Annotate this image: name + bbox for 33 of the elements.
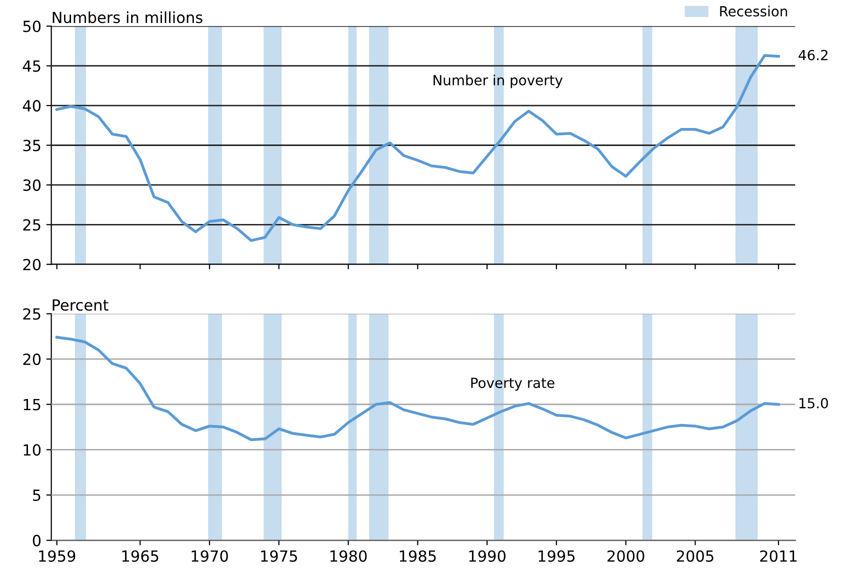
x-tick-label: 1990 [469, 550, 506, 562]
y-tick-label: 30 [23, 179, 41, 191]
y-tick-label: 5 [33, 490, 40, 502]
y-tick-label: 15 [24, 399, 40, 410]
x-tick-label: 2011 [760, 550, 797, 562]
x-tick-label: 1975 [261, 550, 297, 562]
y-tick-label: 20 [23, 354, 41, 366]
y-axis-title: Numbers in millions [52, 11, 202, 24]
x-tick-label: 1970 [192, 550, 228, 562]
annotation: Number in poverty [434, 74, 563, 88]
x-tick-label: 1965 [122, 550, 158, 562]
y-tick-label: 0 [32, 534, 41, 546]
annotation: Poverty rate [471, 378, 554, 391]
x-tick-label: 2005 [676, 550, 714, 562]
y-tick-label: 35 [23, 140, 40, 152]
x-tick-label: 2000 [608, 550, 644, 562]
x-tick-label: 1985 [400, 550, 436, 562]
x-tick-label: 1980 [330, 550, 367, 562]
line-series [55, 336, 780, 442]
y-tick-label: 45 [22, 60, 40, 72]
y-tick-label: 25 [23, 308, 40, 320]
y-tick-label: 10 [24, 444, 41, 456]
line-series [55, 54, 780, 242]
y-tick-label: 40 [22, 100, 41, 112]
x-tick-label: 1959 [39, 550, 76, 562]
y-axis-title: Percent [52, 299, 108, 311]
y-tick-label: 20 [23, 258, 41, 270]
annotation: 46.2 [798, 50, 828, 60]
annotation: 15.0 [799, 398, 828, 408]
y-tick-label: 50 [23, 20, 41, 32]
y-tick-label: 25 [23, 219, 40, 231]
legend-label: Recession [720, 6, 788, 17]
x-tick-label: 1995 [538, 550, 575, 562]
